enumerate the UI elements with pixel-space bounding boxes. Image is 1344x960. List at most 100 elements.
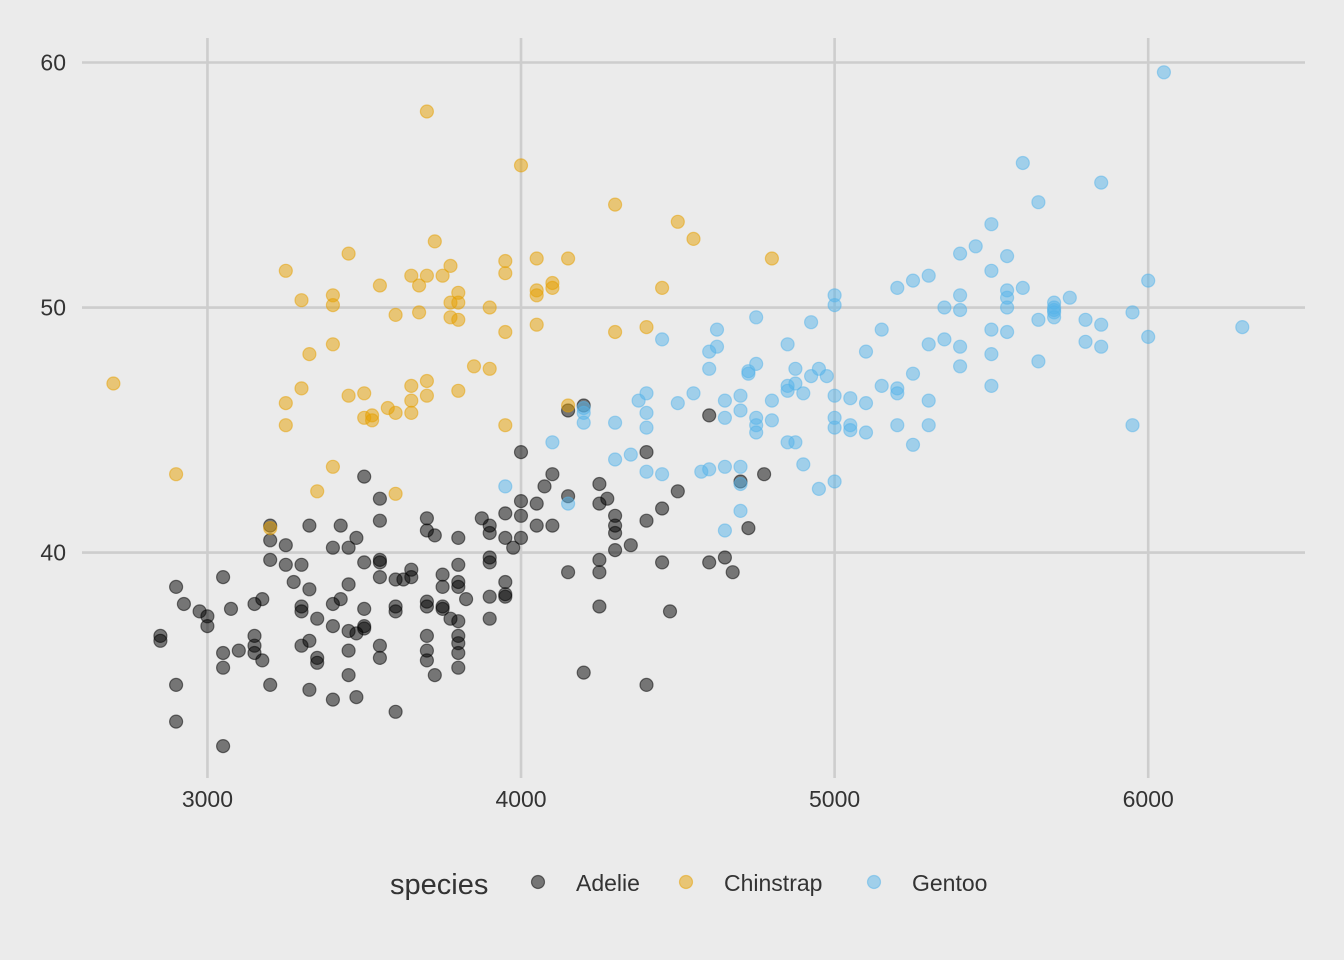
data-point-gentoo <box>968 239 983 254</box>
data-point-gentoo <box>1078 312 1093 327</box>
y-tick-label: 60 <box>40 50 66 76</box>
data-point-chinstrap <box>419 104 434 119</box>
data-point-adelie <box>451 645 466 661</box>
data-point-adelie <box>372 555 387 570</box>
data-point-chinstrap <box>482 361 497 376</box>
data-point-adelie <box>372 638 387 653</box>
data-point-chinstrap <box>365 413 380 428</box>
data-point-gentoo <box>952 246 968 261</box>
data-point-adelie <box>302 633 317 648</box>
x-axis: 3000 4000 5000 6000 <box>182 786 1174 812</box>
data-point-adelie <box>169 579 184 595</box>
data-point-gentoo <box>1015 155 1030 171</box>
data-point-chinstrap <box>325 337 340 352</box>
data-point-gentoo <box>686 386 701 401</box>
data-point-adelie <box>404 569 419 585</box>
data-point-chinstrap <box>388 486 403 501</box>
data-point-gentoo <box>733 476 748 492</box>
data-point-adelie <box>451 557 466 572</box>
data-point-adelie <box>607 525 623 541</box>
data-point-chinstrap <box>404 405 419 420</box>
data-point-adelie <box>263 677 278 693</box>
data-point-gentoo <box>984 322 999 337</box>
data-point-gentoo <box>796 457 811 472</box>
data-point-gentoo <box>827 474 842 489</box>
data-point-adelie <box>255 591 270 607</box>
data-point-gentoo <box>1235 320 1250 335</box>
data-point-gentoo <box>733 403 748 418</box>
data-point-gentoo <box>921 268 936 283</box>
data-point-gentoo <box>654 467 670 482</box>
data-point-gentoo <box>952 339 968 354</box>
data-point-gentoo <box>803 315 819 330</box>
data-point-gentoo <box>858 425 874 440</box>
data-point-adelie <box>263 533 278 548</box>
data-point-chinstrap <box>482 300 497 315</box>
data-point-gentoo <box>733 388 748 403</box>
data-point-gentoo <box>1062 290 1077 305</box>
legend-label-adelie: Adelie <box>576 870 640 896</box>
data-point-adelie <box>592 565 607 580</box>
data-point-chinstrap <box>325 459 340 474</box>
y-axis: 40 50 60 <box>40 50 66 566</box>
data-point-adelie <box>223 601 239 617</box>
data-point-adelie <box>513 445 529 460</box>
data-point-chinstrap <box>106 376 121 391</box>
data-point-gentoo <box>858 396 874 411</box>
data-point-gentoo <box>1094 175 1109 190</box>
data-point-chinstrap <box>278 396 293 411</box>
data-point-adelie <box>216 738 231 754</box>
data-point-adelie <box>482 525 497 541</box>
data-point-adelie <box>372 569 387 585</box>
data-point-adelie <box>310 611 325 626</box>
data-point-gentoo <box>702 361 717 376</box>
data-point-adelie <box>294 604 309 619</box>
data-point-gentoo <box>1031 354 1046 369</box>
data-point-adelie <box>670 484 685 499</box>
data-point-chinstrap <box>607 324 623 340</box>
data-point-gentoo <box>952 359 968 374</box>
data-point-gentoo <box>1125 418 1140 433</box>
data-point-gentoo <box>952 288 968 303</box>
data-point-adelie <box>482 589 497 604</box>
data-point-chinstrap <box>388 307 403 322</box>
data-point-adelie <box>600 491 615 506</box>
data-point-gentoo <box>890 386 905 401</box>
data-point-adelie <box>662 604 678 619</box>
data-point-adelie <box>654 501 670 516</box>
data-point-chinstrap <box>404 378 419 393</box>
data-point-gentoo <box>717 523 733 538</box>
data-point-adelie <box>639 677 654 693</box>
data-point-adelie <box>482 611 497 626</box>
data-point-chinstrap <box>427 234 442 249</box>
data-point-chinstrap <box>686 231 701 246</box>
data-point-adelie <box>372 491 387 506</box>
data-point-adelie <box>169 714 184 729</box>
data-point-adelie <box>513 530 529 546</box>
data-point-gentoo <box>843 423 858 438</box>
legend-key-adelie <box>530 874 546 890</box>
data-point-gentoo <box>1078 334 1093 349</box>
data-point-adelie <box>310 655 325 670</box>
data-point-adelie <box>506 540 521 555</box>
data-point-gentoo <box>741 366 756 381</box>
data-point-adelie <box>200 618 215 634</box>
y-tick-label: 50 <box>40 295 66 321</box>
data-point-gentoo <box>1031 312 1046 327</box>
data-point-gentoo <box>874 378 889 393</box>
data-point-adelie <box>725 565 740 580</box>
data-point-gentoo <box>709 339 725 354</box>
data-point-adelie <box>169 677 184 693</box>
data-point-gentoo <box>1141 329 1156 344</box>
data-point-adelie <box>435 567 450 582</box>
data-point-gentoo <box>733 459 748 474</box>
x-tick-label: 6000 <box>1123 786 1174 812</box>
data-point-chinstrap <box>341 246 356 261</box>
data-point-chinstrap <box>670 214 685 229</box>
data-point-adelie <box>216 660 231 675</box>
data-point-chinstrap <box>764 251 780 266</box>
data-point-adelie <box>302 582 317 597</box>
legend-title: species <box>390 869 488 901</box>
data-point-gentoo <box>749 425 764 440</box>
data-point-chinstrap <box>278 418 293 433</box>
